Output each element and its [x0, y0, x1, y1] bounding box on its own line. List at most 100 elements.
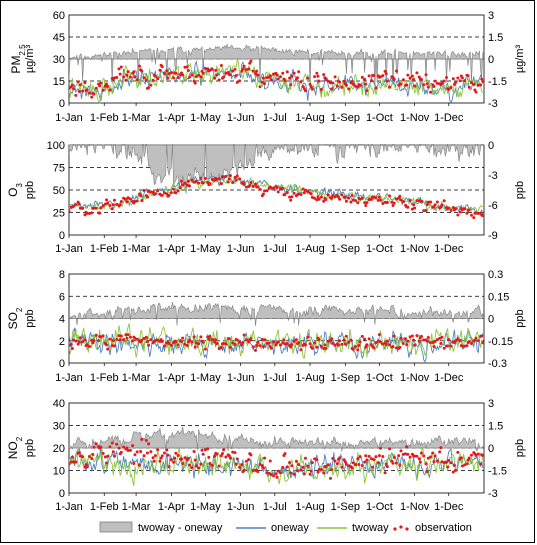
observation-point — [235, 457, 239, 461]
observation-point — [244, 68, 248, 72]
observation-point — [463, 344, 467, 348]
observation-point — [439, 341, 443, 345]
y2-axis-label: ppb — [514, 309, 526, 327]
observation-point — [303, 89, 307, 93]
observation-point — [132, 461, 136, 465]
observation-point — [319, 344, 323, 348]
observation-point — [219, 346, 223, 350]
observation-point — [433, 79, 437, 83]
observation-point — [297, 341, 301, 345]
observation-point — [112, 198, 116, 202]
observation-point — [281, 71, 285, 75]
y2-tick-label: 0 — [488, 443, 494, 455]
observation-point — [251, 345, 255, 349]
observation-point — [156, 77, 160, 81]
observation-point — [92, 339, 96, 343]
observation-point — [124, 333, 128, 337]
observation-point — [344, 83, 348, 87]
y-tick-label: 4 — [59, 314, 65, 326]
observation-point — [415, 71, 419, 75]
observation-point — [158, 459, 162, 463]
observation-point — [263, 82, 267, 86]
observation-point — [117, 67, 121, 71]
observation-point — [84, 463, 88, 467]
observation-point — [69, 462, 71, 466]
observation-point — [224, 455, 228, 459]
x-tick-label: 1-Aug — [295, 501, 324, 513]
observation-point — [394, 346, 398, 350]
observation-point — [372, 195, 376, 199]
observation-point — [92, 445, 96, 449]
observation-point — [308, 472, 312, 476]
observation-point — [249, 59, 253, 63]
observation-point — [194, 75, 198, 79]
observation-point — [281, 186, 285, 190]
observation-point — [174, 340, 178, 344]
observation-point — [197, 342, 201, 346]
observation-point — [356, 457, 360, 461]
observation-point — [261, 466, 265, 470]
observation-point — [275, 73, 279, 77]
observation-point — [165, 69, 169, 73]
observation-point — [364, 203, 368, 207]
observation-point — [413, 343, 417, 347]
series-twoway-line — [69, 174, 484, 215]
observation-point — [217, 177, 221, 181]
observation-point — [203, 347, 207, 351]
observation-point — [331, 341, 335, 345]
observation-point — [83, 465, 87, 469]
y-axis-label: NO2 — [6, 436, 24, 459]
x-tick-label: 1-Nov — [400, 112, 430, 124]
observation-point — [360, 196, 364, 200]
legend-observation-swatch — [399, 525, 403, 529]
y-tick-label: 8 — [59, 269, 65, 281]
observation-point — [365, 458, 369, 462]
observation-point — [158, 68, 162, 72]
observation-point — [228, 174, 232, 178]
y-tick-label: 30 — [53, 54, 65, 66]
observation-point — [261, 345, 265, 349]
observation-point — [360, 464, 364, 468]
observation-point — [133, 336, 137, 340]
observation-point — [340, 342, 344, 346]
observation-point — [472, 83, 476, 87]
observation-point — [415, 454, 419, 458]
observation-point — [324, 198, 328, 202]
x-tick-label: 1-Sep — [331, 372, 360, 384]
observation-point — [350, 193, 354, 197]
observation-point — [255, 343, 259, 347]
observation-point — [449, 208, 453, 212]
observation-point — [406, 339, 410, 343]
observation-point — [432, 345, 436, 349]
observation-point — [474, 211, 478, 215]
observation-point — [357, 343, 361, 347]
x-tick-label: 1-Aug — [295, 243, 324, 255]
observation-point — [379, 198, 383, 202]
observation-point — [228, 456, 232, 460]
x-tick-label: 1-May — [190, 501, 221, 513]
observation-point — [444, 75, 448, 79]
x-tick-label: 1-Nov — [400, 243, 430, 255]
observation-point — [101, 451, 105, 455]
observation-point — [103, 202, 107, 206]
observation-point — [333, 459, 337, 463]
observation-point — [185, 65, 189, 69]
observation-point — [231, 181, 235, 185]
observation-point — [289, 471, 293, 475]
observation-point — [203, 67, 207, 71]
observation-point — [70, 455, 74, 459]
observation-point — [77, 451, 81, 455]
observation-point — [340, 465, 344, 469]
observation-point — [206, 335, 210, 339]
observation-point — [479, 83, 483, 87]
observation-point — [292, 339, 296, 343]
observation-point — [222, 75, 226, 79]
observation-point — [363, 77, 367, 81]
observation-point — [467, 85, 471, 89]
y-axis-label: SO2 — [6, 307, 24, 329]
observation-point — [278, 471, 282, 475]
observation-point — [310, 461, 314, 465]
observation-point — [112, 76, 116, 80]
